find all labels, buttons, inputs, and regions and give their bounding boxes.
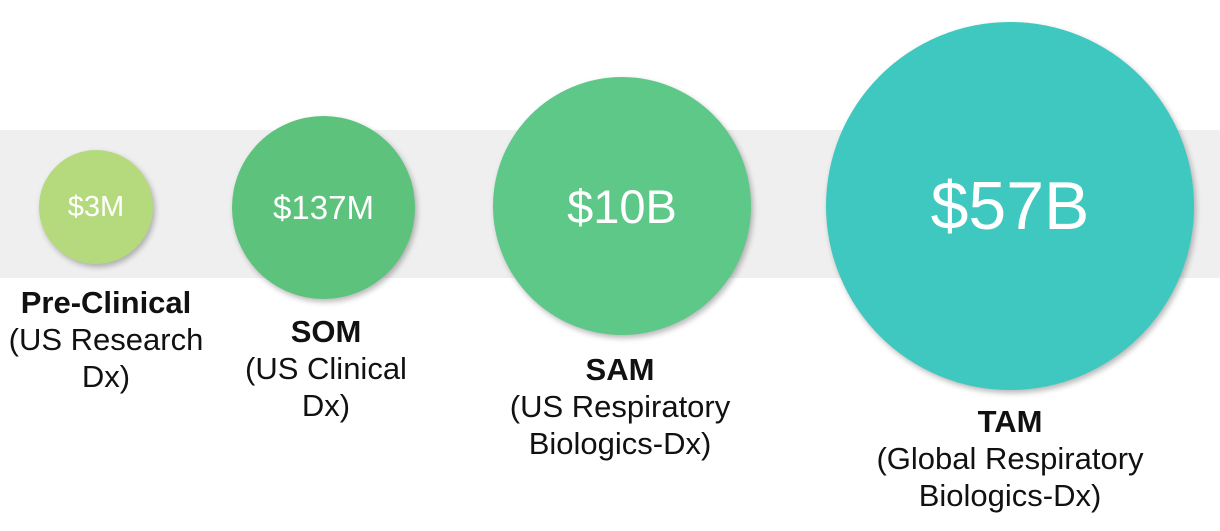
sam-title: SAM [585, 352, 655, 387]
sam-label: SAM (US Respiratory Biologics-Dx) [480, 351, 760, 462]
pre-clinical-value: $3M [67, 190, 125, 223]
som-desc-line-1: (US Clinical [245, 351, 407, 386]
pre-clinical-desc-line-1: (US Research [8, 322, 204, 357]
tam-title: TAM [977, 404, 1043, 439]
tam-label: TAM (Global Respiratory Biologics-Dx) [850, 403, 1170, 514]
pre-clinical-desc-line-2: Dx) [81, 359, 131, 394]
som-value: $137M [273, 188, 374, 226]
pre-clinical-title: Pre-Clinical [20, 285, 192, 320]
tam-desc-line-1: (Global Respiratory [876, 441, 1144, 476]
sam-desc-line-1: (US Respiratory [509, 389, 731, 424]
tam-value: $57B [930, 168, 1090, 244]
sam-circle: $10B [493, 77, 751, 335]
sam-desc-line-2: Biologics-Dx) [528, 426, 712, 461]
som-desc-line-2: Dx) [301, 388, 351, 423]
tam-desc-line-2: Biologics-Dx) [918, 478, 1102, 513]
pre-clinical-circle: $3M [39, 150, 153, 264]
som-label: SOM (US Clinical Dx) [226, 313, 426, 424]
pre-clinical-label: Pre-Clinical (US Research Dx) [0, 284, 212, 395]
som-title: SOM [290, 314, 362, 349]
tam-circle: $57B [826, 22, 1194, 390]
sam-value: $10B [567, 179, 677, 233]
som-circle: $137M [232, 116, 415, 299]
